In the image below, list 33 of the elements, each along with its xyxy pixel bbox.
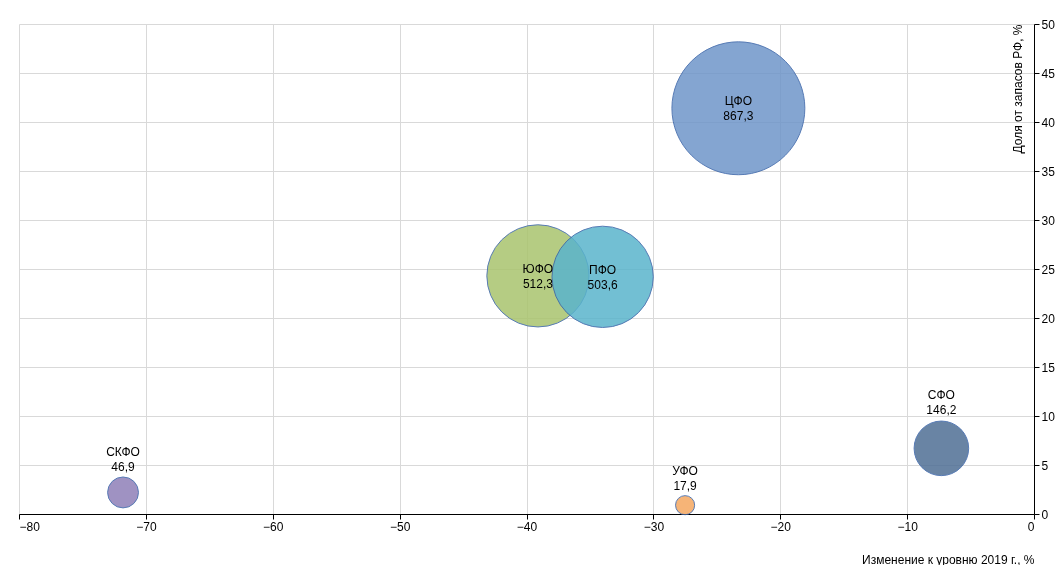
x-tick-label: −80 (19, 519, 41, 534)
series-label: СФО (927, 387, 955, 402)
y-tick-label: 40 (1041, 115, 1056, 130)
y-tick-label: 50 (1041, 17, 1056, 32)
y-tick-label: 5 (1041, 458, 1049, 473)
data-label: 867,3 (723, 109, 754, 124)
series-label: УФО (672, 464, 698, 479)
x-tick-label: −10 (897, 519, 919, 534)
data-label: 512,3 (522, 276, 554, 291)
x-tick-label: −50 (389, 519, 411, 534)
series-label: ЮФО (522, 261, 554, 276)
y-tick-label: 25 (1041, 262, 1056, 277)
x-tick-label: −20 (770, 519, 792, 534)
series-label: ПФО (589, 262, 617, 277)
y-tick-label: 15 (1041, 360, 1056, 375)
y-tick-label: 35 (1041, 164, 1056, 179)
x-tick-label: −30 (643, 519, 665, 534)
x-tick-label: −70 (136, 519, 157, 534)
y-tick-label: 30 (1041, 213, 1056, 228)
x-tick-label: 0 (1027, 519, 1035, 534)
y-tick-label: 10 (1041, 409, 1056, 424)
x-tick-label: −60 (263, 519, 284, 534)
y-tick-label: 20 (1041, 311, 1056, 326)
y-axis-title: Доля от запасов РФ, % (1010, 24, 1025, 154)
data-label: 146,2 (926, 402, 957, 417)
x-tick-label: −40 (516, 519, 538, 534)
data-label: 46,9 (111, 460, 136, 474)
data-label: 503,6 (587, 277, 618, 292)
series-label: СКФО (106, 445, 140, 459)
series-label: ЦФО (724, 94, 753, 109)
y-tick-label: 45 (1041, 66, 1056, 81)
data-label: 17,9 (673, 479, 698, 494)
y-tick-label: 0 (1041, 507, 1049, 522)
